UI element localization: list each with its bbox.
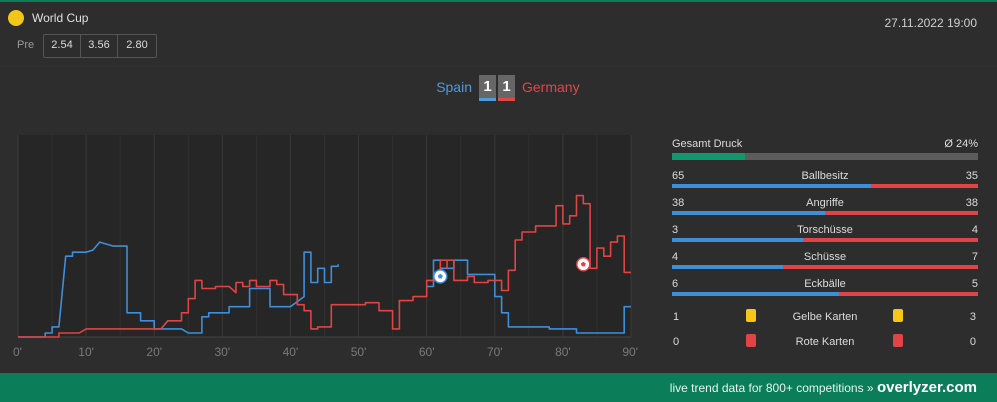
stat-away-value: 38 bbox=[965, 197, 978, 209]
card-icon bbox=[893, 334, 903, 347]
pressure-bar bbox=[672, 153, 978, 160]
home-score: 1 bbox=[479, 75, 496, 101]
series-line-spain bbox=[426, 259, 631, 334]
away-team-name[interactable]: Germany bbox=[522, 79, 580, 95]
stat-bar-home bbox=[672, 184, 871, 188]
odd-home[interactable]: 2.54 bbox=[44, 35, 81, 57]
goal-marker-icon bbox=[433, 269, 448, 284]
stat-home-value: 65 bbox=[672, 170, 685, 182]
card-away-count: 3 bbox=[969, 311, 976, 323]
stat-home-value: 38 bbox=[672, 197, 685, 209]
stat-name: Ballbesitz bbox=[801, 170, 849, 182]
x-tick-label: 60' bbox=[419, 345, 435, 359]
pre-odds-label: Pre bbox=[17, 39, 35, 51]
stat-away-value: 5 bbox=[971, 278, 978, 290]
x-tick-label: 30' bbox=[215, 345, 231, 359]
home-team-name[interactable]: Spain bbox=[436, 79, 472, 95]
card-row: 1 Gelbe Karten 3 bbox=[672, 308, 978, 333]
ball-patch bbox=[437, 273, 443, 279]
stat-row-eckbälle: 6 Eckbälle 5 bbox=[672, 278, 978, 305]
card-label: Rote Karten bbox=[795, 336, 855, 348]
odd-away[interactable]: 2.80 bbox=[126, 39, 148, 51]
stat-away-value: 4 bbox=[971, 224, 978, 236]
card-icon bbox=[893, 309, 903, 322]
stat-bar bbox=[672, 238, 978, 242]
stat-home-value: 4 bbox=[672, 251, 679, 263]
match-header: World Cup Pre 2.54 3.56 2.80 27.11.2022 … bbox=[0, 2, 997, 66]
ball-patch bbox=[580, 261, 586, 267]
competition-name[interactable]: World Cup bbox=[32, 11, 89, 25]
card-row: 0 Rote Karten 0 bbox=[672, 333, 978, 358]
card-home-count: 1 bbox=[673, 311, 680, 323]
match-datetime: 27.11.2022 19:00 bbox=[884, 16, 977, 30]
stat-name: Schüsse bbox=[803, 251, 847, 263]
stat-bar bbox=[672, 184, 978, 188]
card-icon bbox=[746, 334, 756, 347]
x-tick-label: 10' bbox=[78, 345, 94, 359]
stat-bar-home bbox=[672, 292, 839, 296]
stat-name: Torschüsse bbox=[797, 224, 853, 236]
footer-bar: live trend data for 800+ competitions » … bbox=[0, 373, 997, 402]
stat-away-value: 7 bbox=[971, 251, 978, 263]
card-icon bbox=[746, 309, 756, 322]
stat-row-schüsse: 4 Schüsse 7 bbox=[672, 251, 978, 278]
stat-bar-away bbox=[803, 238, 978, 242]
footer-text[interactable]: live trend data for 800+ competitions » … bbox=[670, 379, 977, 396]
pressure-bar-fill bbox=[672, 153, 746, 160]
stat-bar-away bbox=[838, 292, 978, 296]
stat-home-value: 3 bbox=[672, 224, 679, 236]
x-tick-label: 50' bbox=[351, 345, 367, 359]
goal-marker-icon bbox=[576, 257, 591, 272]
stat-bar-home bbox=[672, 238, 804, 242]
stat-bar-home bbox=[672, 265, 784, 269]
stat-bar-away bbox=[870, 184, 978, 188]
stat-home-value: 6 bbox=[672, 278, 679, 290]
stat-away-value: 35 bbox=[965, 170, 978, 182]
pressure-label: Gesamt Druck bbox=[672, 138, 743, 150]
stat-row-angriffe: 38 Angriffe 38 bbox=[672, 197, 978, 224]
away-score: 1 bbox=[498, 75, 515, 101]
card-home-count: 0 bbox=[673, 336, 680, 348]
pressure-trend-chart[interactable]: 0' 10' 20' 30' 40' 50' 60' 70' 80' 90' bbox=[0, 130, 650, 365]
stat-name: Angriffe bbox=[806, 197, 844, 209]
x-tick-label: 90' bbox=[622, 345, 638, 359]
stat-name: Eckbälle bbox=[804, 278, 846, 290]
header-divider bbox=[0, 66, 997, 67]
x-tick-label: 20' bbox=[146, 345, 162, 359]
top-accent-line bbox=[0, 0, 997, 2]
x-tick-label: 0' bbox=[13, 345, 22, 359]
x-tick-label: 40' bbox=[283, 345, 299, 359]
stat-bar bbox=[672, 211, 978, 215]
card-away-count: 0 bbox=[969, 336, 976, 348]
stats-panel: Gesamt Druck Ø 24% 65 Ballbesitz 35 38 Angri… bbox=[672, 138, 978, 358]
stat-row-ballbesitz: 65 Ballbesitz 35 bbox=[672, 170, 978, 197]
stat-bar-home bbox=[672, 211, 825, 215]
stat-bar bbox=[672, 292, 978, 296]
stat-bar bbox=[672, 265, 978, 269]
scoreline: Spain 1 1 Germany bbox=[0, 74, 997, 102]
x-tick-label: 80' bbox=[555, 345, 571, 359]
world-cup-icon bbox=[8, 10, 24, 26]
odd-draw[interactable]: 3.56 bbox=[81, 35, 118, 57]
card-label: Gelbe Karten bbox=[792, 311, 858, 323]
pressure-value: Ø 24% bbox=[944, 138, 978, 150]
brand-link[interactable]: overlyzer.com bbox=[876, 379, 977, 396]
x-tick-label: 70' bbox=[487, 345, 503, 359]
series-line-spain bbox=[18, 241, 339, 338]
stat-bar-away bbox=[825, 211, 978, 215]
pressure-row: Gesamt Druck Ø 24% bbox=[672, 138, 978, 160]
footer-tagline: live trend data for 800+ competitions » bbox=[669, 381, 874, 395]
stat-bar-away bbox=[783, 265, 978, 269]
series-line-germany bbox=[18, 194, 631, 338]
odds-group: 2.54 3.56 2.80 bbox=[43, 34, 157, 58]
stat-row-torschüsse: 3 Torschüsse 4 bbox=[672, 224, 978, 251]
